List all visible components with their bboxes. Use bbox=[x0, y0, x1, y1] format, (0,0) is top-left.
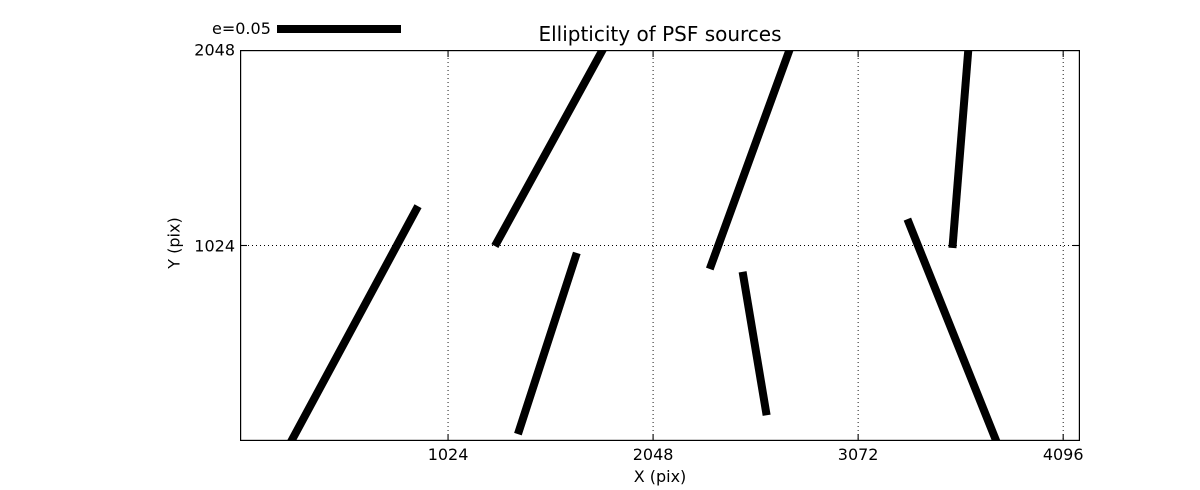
x-tick-label-3072: 3072 bbox=[837, 445, 879, 464]
x-tick-label-2048: 2048 bbox=[632, 445, 674, 464]
axes-border bbox=[240, 50, 1080, 441]
whisker-segment-5 bbox=[738, 271, 771, 416]
x-axis-label: X (pix) bbox=[633, 467, 687, 486]
x-tick-label-1024: 1024 bbox=[427, 445, 469, 464]
whisker-segment-1 bbox=[286, 204, 422, 441]
whisker-segment-4 bbox=[706, 50, 794, 271]
x-tick-label-4096: 4096 bbox=[1042, 445, 1084, 464]
grid-layer bbox=[240, 50, 1080, 441]
whisker-segment-6 bbox=[948, 50, 973, 249]
whisker-segment-7 bbox=[903, 217, 1001, 441]
legend-label: e=0.05 bbox=[212, 19, 271, 38]
y-tick-label-1024: 1024 bbox=[194, 236, 235, 255]
chart-title: Ellipticity of PSF sources bbox=[538, 22, 782, 46]
whisker-segment-3 bbox=[514, 251, 581, 436]
legend: e=0.05 bbox=[212, 19, 401, 38]
plot-area bbox=[240, 50, 1080, 441]
legend-scale-bar bbox=[276, 24, 401, 33]
y-tick-label-2048: 2048 bbox=[194, 40, 235, 60]
whisker-layer bbox=[286, 50, 1001, 441]
whisker-segment-2 bbox=[491, 50, 608, 248]
